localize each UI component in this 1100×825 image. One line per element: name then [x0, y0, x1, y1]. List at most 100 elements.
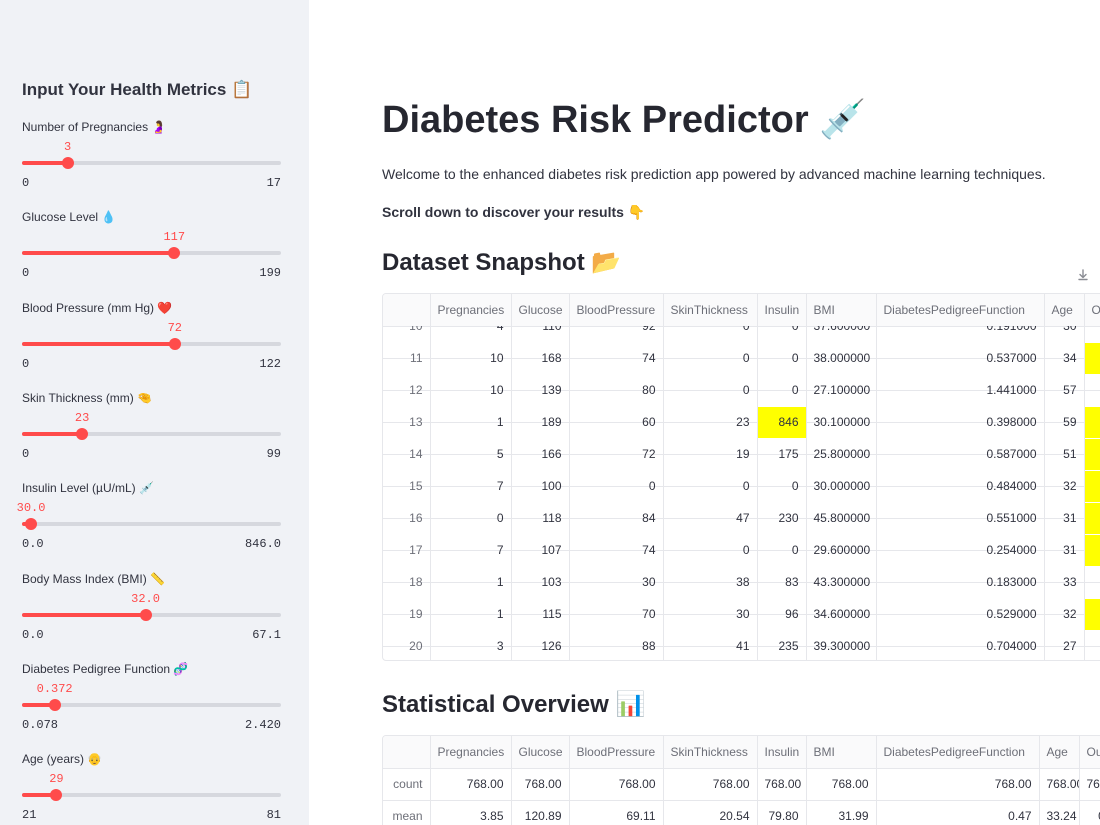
column-header[interactable]: Outcome	[1084, 294, 1100, 327]
table-cell: 0	[663, 470, 758, 503]
slider-max: 17	[266, 176, 281, 190]
table-cell: 0	[757, 374, 807, 407]
slider-track[interactable]	[22, 703, 281, 707]
table-row[interactable]: 14 5 166 72 19 175 25.800000 0.587000 51	[383, 438, 1100, 471]
column-header[interactable]	[383, 736, 431, 769]
slider-thumb[interactable]	[61, 157, 74, 169]
slider-1[interactable]: Glucose Level 💧 117 0 199	[22, 210, 281, 290]
slider-2[interactable]: Blood Pressure (mm Hg) ❤️ 72 0 122	[22, 301, 281, 381]
table-cell: 768.00	[1039, 768, 1080, 801]
slider-thumb[interactable]	[25, 518, 38, 530]
table-cell: 0.398000	[876, 406, 1045, 439]
table-cell: 34.600000	[806, 598, 877, 631]
slider-track[interactable]	[22, 522, 281, 526]
table-cell: 7	[430, 534, 512, 567]
dataset-table[interactable]: Pregnancies Glucose BloodPressure SkinThick…	[382, 293, 1100, 661]
slider-thumb[interactable]	[50, 789, 63, 801]
download-icon[interactable]	[1076, 268, 1090, 282]
slider-track[interactable]	[22, 432, 281, 436]
table-row[interactable]: mean 3.85 120.89 69.11 20.54 79.80 31.99 0.47 33…	[383, 800, 1100, 825]
table-cell: 32	[1044, 598, 1085, 631]
slider-label: Insulin Level (µU/mL) 💉	[22, 481, 154, 495]
slider-6[interactable]: Diabetes Pedigree Function 🧬 0.372 0.078 2.…	[22, 662, 281, 742]
column-header[interactable]: SkinThickness	[663, 294, 758, 327]
slider-min: 0.0	[22, 537, 44, 551]
slider-value: 32.0	[131, 592, 160, 606]
column-header[interactable]: DiabetesPedigreeFunction	[876, 736, 1040, 769]
slider-value: 3	[63, 140, 72, 154]
table-cell: 0	[757, 470, 807, 503]
slider-0[interactable]: Number of Pregnancies 🤰 3 0 17	[22, 120, 281, 200]
column-header[interactable]: Age	[1044, 294, 1085, 327]
column-header[interactable]: Insulin	[757, 736, 807, 769]
column-header[interactable]: BloodPressure	[569, 736, 664, 769]
sidebar-title: Input Your Health Metrics 📋	[22, 80, 253, 99]
slider-track[interactable]	[22, 251, 281, 255]
table-row[interactable]: 19 1 115 70 30 96 34.600000 0.529000 32	[383, 598, 1100, 631]
slider-thumb[interactable]	[168, 247, 181, 259]
main-content: Diabetes Risk Predictor 💉 Welcome to the…	[309, 0, 1100, 825]
column-header[interactable]: SkinThickness	[663, 736, 758, 769]
column-header[interactable]: BMI	[806, 294, 877, 327]
table-row[interactable]: 12 10 139 80 0 0 27.100000 1.441000 57	[383, 374, 1100, 407]
table-row[interactable]: count 768.00 768.00 768.00 768.00 768.00 768.0…	[383, 768, 1100, 801]
table-row[interactable]: 15 7 100 0 0 0 30.000000 0.484000 32	[383, 470, 1100, 503]
slider-track[interactable]	[22, 342, 281, 346]
row-index: 17	[383, 534, 431, 567]
table-cell: 5	[430, 438, 512, 471]
column-header[interactable]: BloodPressure	[569, 294, 664, 327]
row-index: 14	[383, 438, 431, 471]
table-row[interactable]: 18 1 103 30 38 83 43.300000 0.183000 33	[383, 566, 1100, 599]
slider-thumb[interactable]	[168, 338, 181, 350]
slider-max: 99	[266, 447, 281, 461]
table-row[interactable]: 16 0 118 84 47 230 45.800000 0.551000 31	[383, 502, 1100, 535]
slider-track[interactable]	[22, 161, 281, 165]
slider-5[interactable]: Body Mass Index (BMI) 📏 32.0 0.0 67.1	[22, 572, 281, 652]
table-cell	[1084, 502, 1100, 535]
table-cell: 39.300000	[806, 630, 877, 660]
table-cell: 768.00	[806, 768, 877, 801]
row-index: 15	[383, 470, 431, 503]
column-header[interactable]: DiabetesPedigreeFunction	[876, 294, 1045, 327]
table-row[interactable]: 13 1 189 60 23 846 30.100000 0.398000 59	[383, 406, 1100, 439]
column-header[interactable]: Insulin	[757, 294, 807, 327]
slider-label: Blood Pressure (mm Hg) ❤️	[22, 301, 173, 315]
column-header[interactable]: Pregnancies	[430, 294, 512, 327]
table-cell: 166	[511, 438, 570, 471]
table-row[interactable]: 17 7 107 74 0 0 29.600000 0.254000 31	[383, 534, 1100, 567]
table-cell: 0.529000	[876, 598, 1045, 631]
table-cell: 38	[663, 566, 758, 599]
column-header[interactable]: Age	[1039, 736, 1080, 769]
row-index: 16	[383, 502, 431, 535]
slider-thumb[interactable]	[48, 699, 61, 711]
slider-fill	[22, 342, 175, 346]
slider-value: 29	[49, 772, 64, 786]
column-header[interactable]: Glucose	[511, 736, 570, 769]
table-row[interactable]: 11 10 168 74 0 0 38.000000 0.537000 34	[383, 342, 1100, 375]
stats-table[interactable]: Pregnancies Glucose BloodPressure SkinThick…	[382, 735, 1100, 825]
table-cell	[1084, 566, 1100, 599]
table-cell: 34	[1044, 342, 1085, 375]
slider-4[interactable]: Insulin Level (µU/mL) 💉 30.0 0.0 846.0	[17, 481, 281, 561]
table-cell: 0	[663, 342, 758, 375]
column-header[interactable]: BMI	[806, 736, 877, 769]
slider-3[interactable]: Skin Thickness (mm) 🤏 23 0 99	[22, 391, 281, 471]
slider-thumb[interactable]	[76, 428, 89, 440]
slider-track[interactable]	[22, 793, 281, 797]
scroll-note: Scroll down to discover your results 👇	[382, 204, 646, 220]
table-cell: 126	[511, 630, 570, 660]
column-header[interactable]: Outcome	[1079, 736, 1100, 769]
column-header[interactable]: Glucose	[511, 294, 570, 327]
table-cell: 100	[511, 470, 570, 503]
column-header[interactable]	[383, 294, 431, 327]
slider-thumb[interactable]	[139, 609, 152, 621]
table-cell: 59	[1044, 406, 1085, 439]
table-cell: 1	[430, 566, 512, 599]
slider-value: 30.0	[16, 501, 46, 515]
table-cell: 1	[430, 598, 512, 631]
table-cell: 3	[430, 630, 512, 660]
column-header[interactable]: Pregnancies	[430, 736, 512, 769]
slider-label: Skin Thickness (mm) 🤏	[22, 391, 153, 405]
table-row[interactable]: 20 3 126 88 41 235 39.300000 0.704000 27	[383, 630, 1100, 660]
slider-7[interactable]: Age (years) 👴 29 21 81	[22, 752, 281, 825]
